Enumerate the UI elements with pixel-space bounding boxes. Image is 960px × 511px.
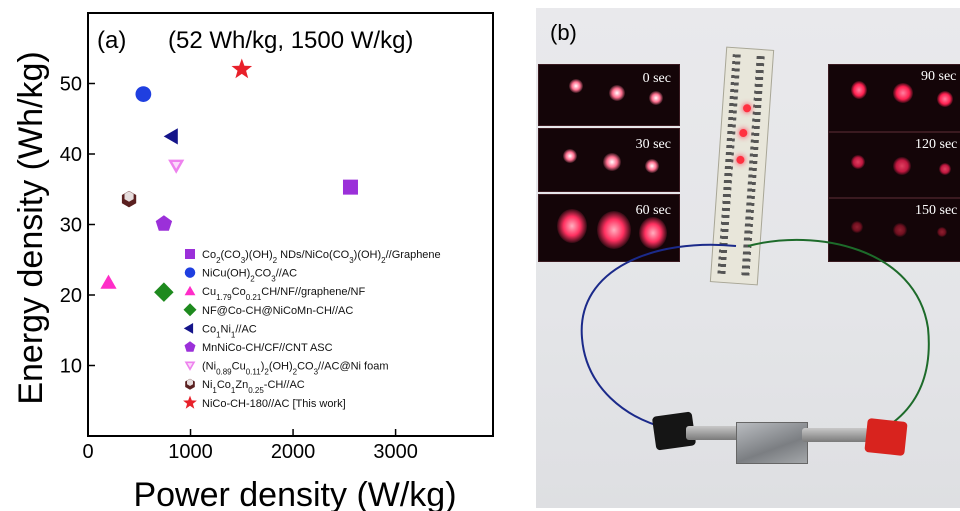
legend-marker-6-inner	[187, 363, 193, 368]
x-tick-label: 1000	[168, 441, 213, 463]
data-point-8	[231, 58, 253, 79]
data-point-3	[154, 282, 174, 302]
x-tick-label: 2000	[271, 441, 316, 463]
clip-jaw-right	[802, 428, 868, 442]
legend-label-2: Cu1.79Co0.21CH/NF//graphene/NF	[202, 286, 365, 302]
data-point-1	[135, 86, 152, 102]
data-point-2	[100, 274, 117, 289]
legend-marker-2	[184, 285, 196, 296]
y-tick-label: 30	[60, 215, 82, 237]
inset-time-label: 90 sec	[921, 69, 957, 84]
inset-150-sec: 150 sec	[828, 198, 960, 262]
x-axis-title: Power density (W/kg)	[133, 476, 456, 511]
inset-time-label: 30 sec	[635, 137, 671, 152]
y-tick-label: 50	[60, 74, 82, 96]
data-point-6-inner	[172, 162, 181, 169]
legend-label-7: Ni1Co1Zn0.25-CH//AC	[202, 379, 305, 395]
y-tick-label: 10	[60, 356, 82, 378]
legend-label-4: Co1Ni1//AC	[202, 323, 257, 339]
x-tick-label: 3000	[373, 441, 418, 463]
legend-marker-7-inner	[187, 379, 193, 386]
inset-30-sec: 30 sec	[538, 128, 680, 192]
inset-time-label: 120 sec	[915, 137, 958, 152]
legend-label-0: Co2(CO3)(OH)2 NDs/NiCo(CO3)(OH)2//Graphe…	[202, 249, 441, 265]
data-point-4	[163, 128, 178, 145]
photo-panel-b: (b) 0 sec 30 sec 60 sec 90 sec 120	[536, 8, 960, 508]
legend-marker-4	[183, 323, 194, 334]
panel-a-label: (a)	[97, 27, 126, 54]
inset-time-label: 150 sec	[915, 203, 958, 218]
highlight-annotation: (52 Wh/kg, 1500 W/kg)	[168, 27, 413, 54]
legend-marker-1	[184, 267, 196, 278]
data-point-5	[155, 215, 173, 231]
y-tick-label: 40	[60, 144, 82, 166]
data-point-0	[342, 179, 358, 195]
clip-jaw-left	[686, 426, 742, 440]
legend-marker-5	[184, 341, 196, 352]
panel-b-label: (b)	[550, 20, 577, 45]
inset-time-label: 60 sec	[635, 203, 671, 218]
legend-label-8: NiCo-CH-180//AC [This work]	[202, 398, 346, 410]
supercapacitor-device	[736, 422, 808, 464]
legend-label-3: NF@Co-CH@NiCoMn-CH//AC	[202, 305, 353, 317]
data-point-7-inner	[124, 191, 134, 202]
inset-90-sec: 90 sec	[828, 64, 960, 132]
legend-label-6: (Ni0.89Cu0.11)2(OH)2CO3//AC@Ni foam	[202, 361, 389, 377]
y-tick-label: 20	[60, 285, 82, 307]
legend-marker-8	[183, 395, 197, 409]
chart-panel-a: 0 1000 2000 3000 10 20 30 40 50 Co2(CO3)(OH)2 NDs…	[12, 12, 494, 511]
legend-marker-3	[183, 303, 197, 317]
inset-time-label: 0 sec	[642, 71, 671, 86]
legend-label-1: NiCu(OH)2CO3//AC	[202, 268, 297, 284]
wires	[580, 238, 930, 434]
inset-60-sec: 60 sec	[538, 194, 680, 262]
legend-marker-0	[185, 249, 195, 259]
x-tick-label: 0	[82, 441, 93, 463]
inset-0-sec: 0 sec	[538, 64, 680, 126]
inset-120-sec: 120 sec	[828, 132, 960, 198]
red-clip	[864, 418, 908, 456]
y-axis-title: Energy density (Wh/kg)	[12, 51, 50, 404]
legend-label-5: MnNiCo-CH/CF//CNT ASC	[202, 342, 333, 354]
